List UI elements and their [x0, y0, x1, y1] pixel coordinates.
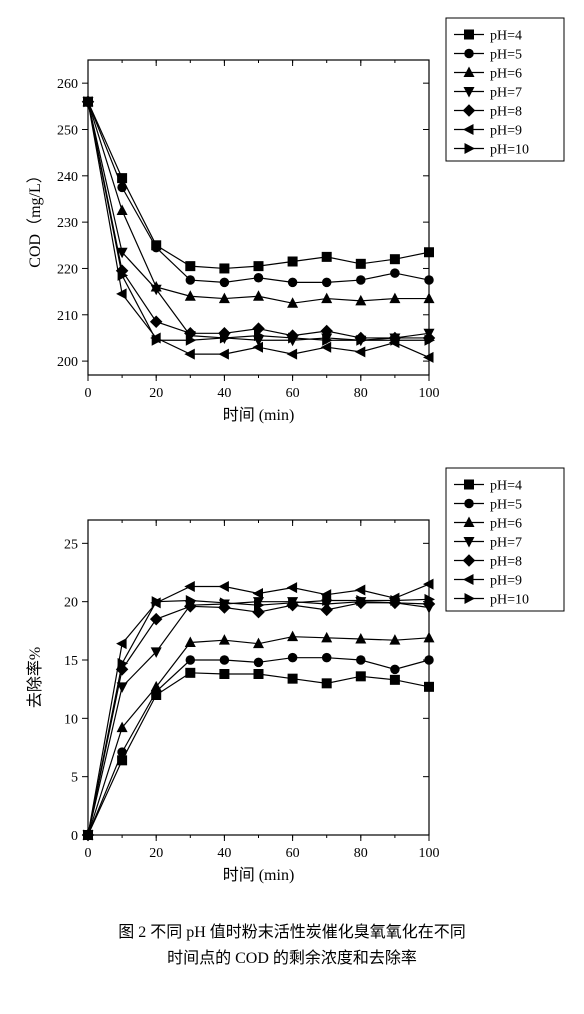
- svg-text:时间 (min): 时间 (min): [223, 406, 295, 424]
- caption-line1: 图 2 不同 pH 值时粉末活性炭催化臭氧氧化在不同: [10, 920, 574, 946]
- chart2-box: 0 20 40 60 80 100 0 5 10 15 20 25 时间 (min) 去除率% pH=4 pH…: [10, 460, 574, 890]
- chart2-svg: 0 20 40 60 80 100 0 5 10 15 20 25 时间 (min) 去除率% pH=4 pH…: [10, 460, 574, 890]
- svg-text:80: 80: [354, 386, 368, 401]
- svg-text:40: 40: [217, 846, 231, 861]
- chart1-svg: 0 20 40 60 80 100 200 210 220 230 240 250 260 时间 (min…: [10, 10, 574, 430]
- caption-line2: 时间点的 COD 的剩余浓度和去除率: [10, 946, 574, 972]
- svg-text:5: 5: [71, 771, 78, 786]
- svg-text:去除率%: 去除率%: [26, 647, 44, 708]
- svg-text:pH=9: pH=9: [490, 574, 522, 589]
- svg-text:100: 100: [419, 846, 440, 861]
- svg-text:pH=8: pH=8: [490, 105, 522, 120]
- svg-text:20: 20: [149, 846, 163, 861]
- svg-text:80: 80: [354, 846, 368, 861]
- svg-text:pH=9: pH=9: [490, 124, 522, 139]
- svg-text:100: 100: [419, 386, 440, 401]
- svg-text:COD（mg/L）: COD（mg/L）: [26, 167, 44, 267]
- svg-text:0: 0: [85, 846, 92, 861]
- svg-text:pH=8: pH=8: [490, 555, 522, 570]
- svg-text:240: 240: [57, 170, 78, 185]
- figure-container: 020406080100200210220230240250260时间 (min…: [10, 10, 574, 971]
- svg-text:20: 20: [149, 386, 163, 401]
- svg-text:25: 25: [64, 537, 78, 552]
- svg-text:250: 250: [57, 123, 78, 138]
- svg-text:210: 210: [57, 309, 78, 324]
- svg-text:pH=10: pH=10: [490, 143, 529, 158]
- svg-text:0: 0: [85, 386, 92, 401]
- svg-text:20: 20: [64, 596, 78, 611]
- svg-text:15: 15: [64, 654, 78, 669]
- chart1-box: 0 20 40 60 80 100 200 210 220 230 240 250 260 时间 (min…: [10, 10, 574, 430]
- svg-text:260: 260: [57, 77, 78, 92]
- svg-text:60: 60: [286, 846, 300, 861]
- svg-text:pH=6: pH=6: [490, 67, 522, 82]
- svg-text:220: 220: [57, 262, 78, 277]
- figure-caption: 图 2 不同 pH 值时粉末活性炭催化臭氧氧化在不同 时间点的 COD 的剩余浓…: [10, 920, 574, 971]
- svg-text:40: 40: [217, 386, 231, 401]
- svg-text:pH=5: pH=5: [490, 498, 522, 513]
- svg-text:pH=6: pH=6: [490, 517, 522, 532]
- svg-text:pH=4: pH=4: [490, 29, 522, 44]
- svg-text:pH=4: pH=4: [490, 479, 522, 494]
- svg-text:pH=10: pH=10: [490, 593, 529, 608]
- svg-text:pH=7: pH=7: [490, 86, 522, 101]
- svg-text:230: 230: [57, 216, 78, 231]
- svg-text:200: 200: [57, 355, 78, 370]
- svg-text:60: 60: [286, 386, 300, 401]
- svg-text:pH=7: pH=7: [490, 536, 522, 551]
- svg-text:10: 10: [64, 712, 78, 727]
- svg-text:时间 (min): 时间 (min): [223, 866, 295, 884]
- svg-text:0: 0: [71, 829, 78, 844]
- svg-text:pH=5: pH=5: [490, 48, 522, 63]
